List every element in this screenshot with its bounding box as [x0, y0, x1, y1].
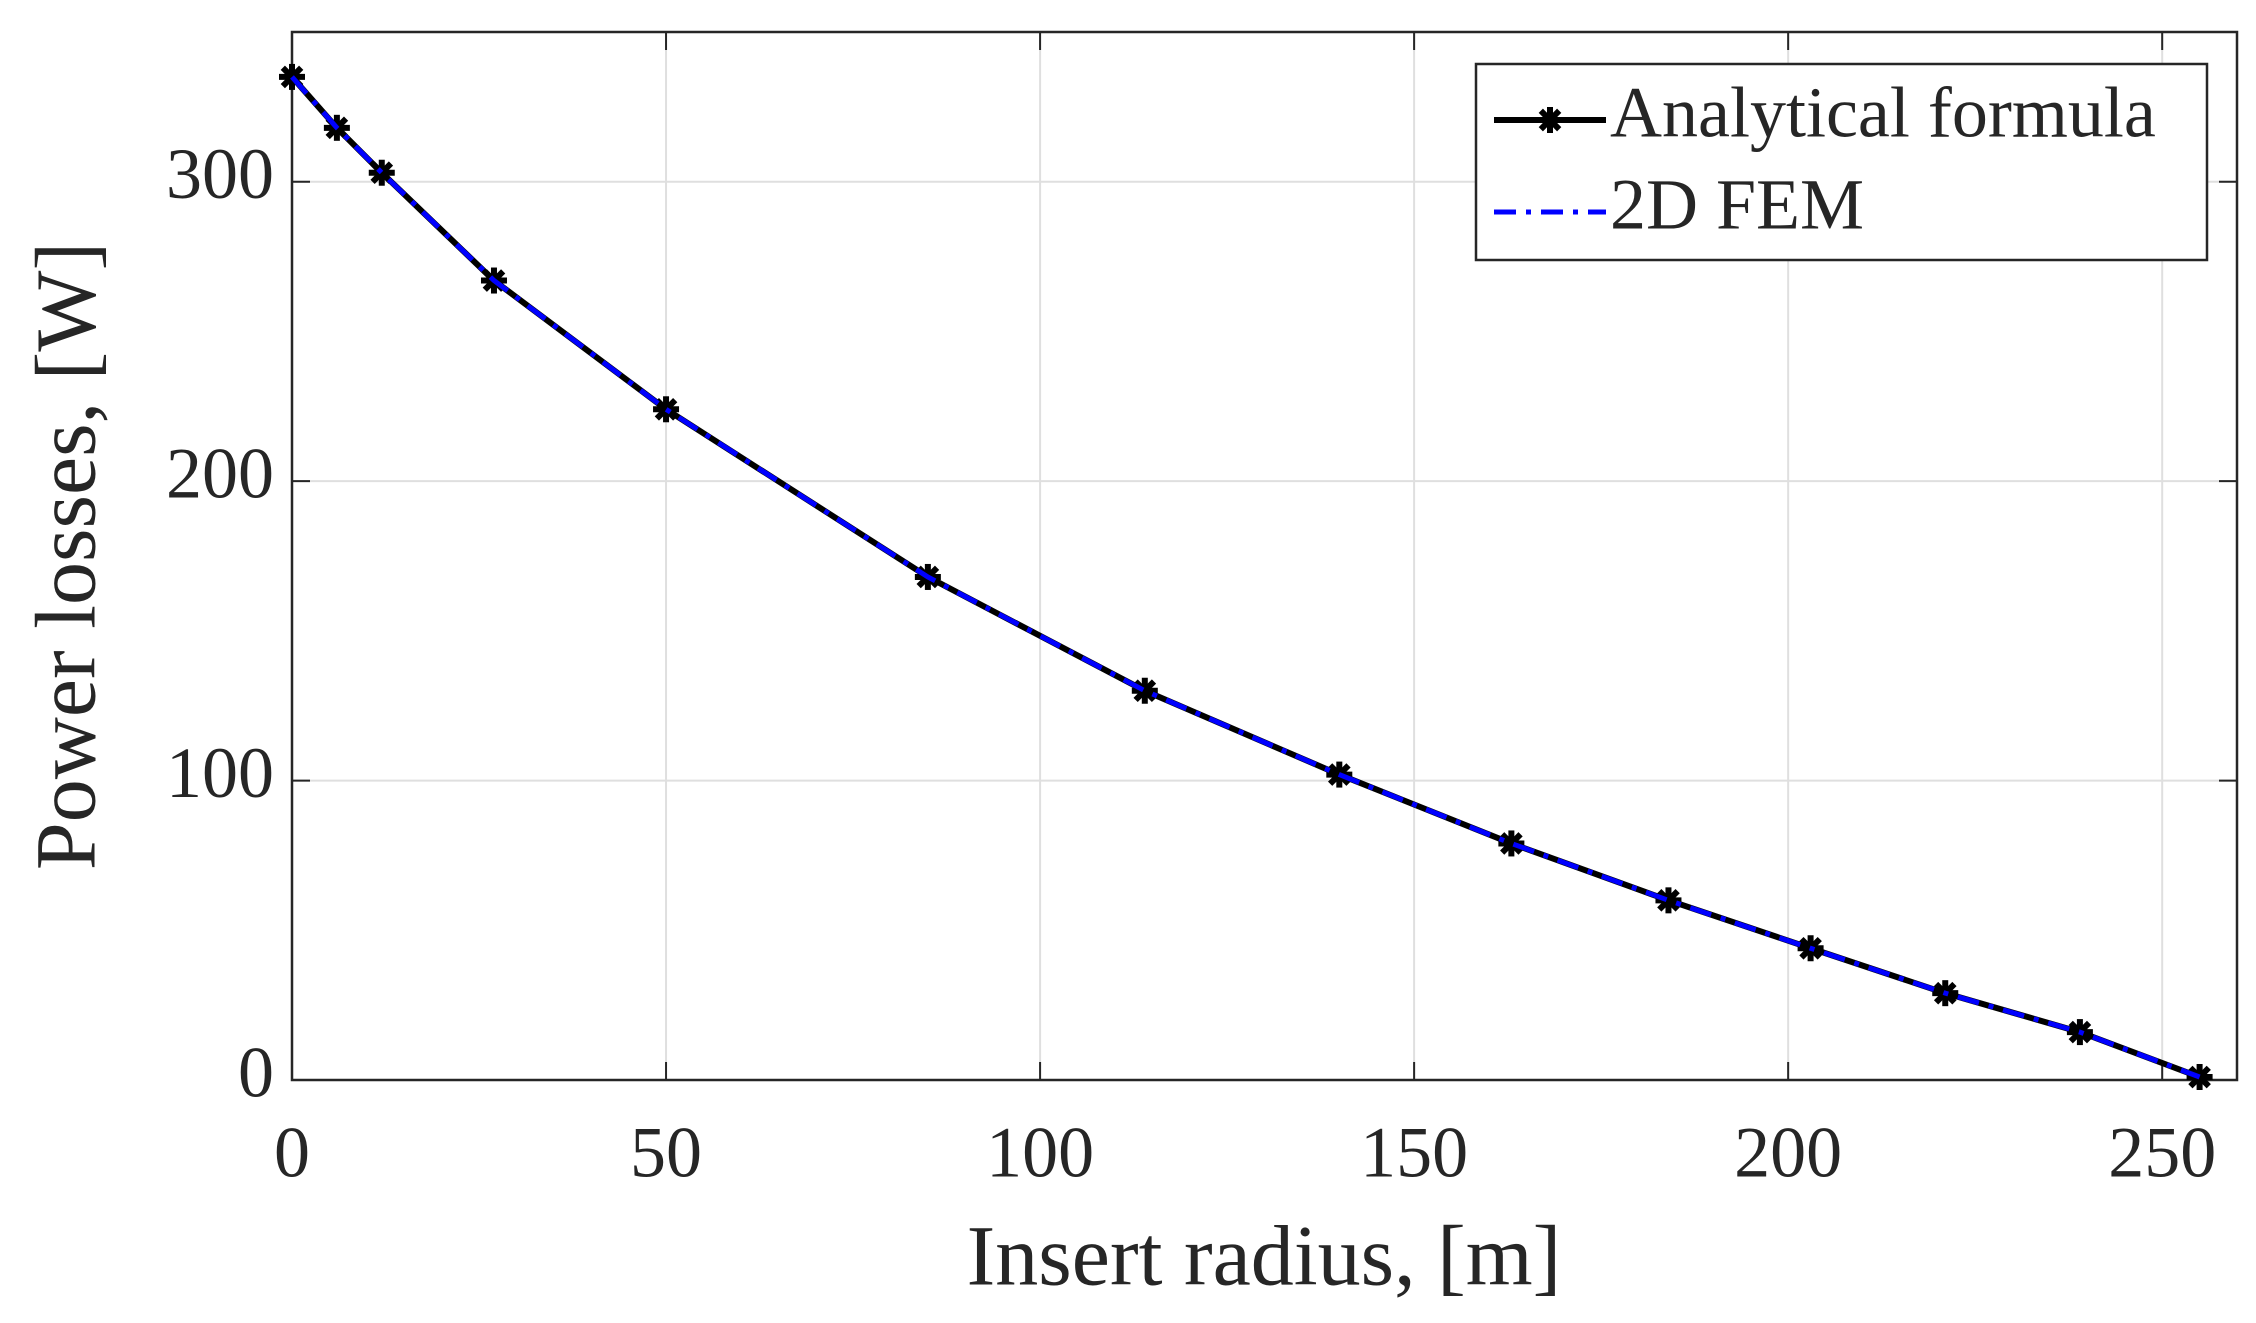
legend-label: 2D FEM [1610, 165, 1864, 245]
legend-box [1474, 62, 2209, 262]
marker [653, 396, 680, 423]
y-tick-label: 300 [166, 134, 274, 214]
x-tick-label: 200 [1734, 1113, 1842, 1193]
series-line [290, 75, 2201, 1080]
plot-frame [290, 30, 2239, 1082]
marker [1655, 887, 1682, 914]
marker [2066, 1019, 2093, 1046]
y-tick-label: 200 [166, 434, 274, 514]
x-axis-label: Insert radius, [m] [967, 1208, 1562, 1304]
marker-core [1543, 113, 1557, 127]
x-tick-label: 100 [986, 1113, 1094, 1193]
x-tick-label: 250 [2108, 1113, 2216, 1193]
y-tick-label: 0 [238, 1033, 274, 1113]
marker [1537, 107, 1563, 133]
marker [1498, 830, 1525, 857]
legend-label: Analytical formula [1610, 73, 2156, 153]
x-tick-label: 150 [1360, 1113, 1468, 1193]
marker [1131, 677, 1158, 704]
x-tick-label: 0 [274, 1113, 310, 1193]
marker-core [659, 402, 674, 417]
y-tick-label: 100 [166, 733, 274, 813]
marker [368, 159, 395, 186]
x-tick-label: 50 [630, 1113, 702, 1193]
y-axis-label: Power losses, [W] [18, 242, 114, 870]
marker-core [374, 165, 389, 180]
